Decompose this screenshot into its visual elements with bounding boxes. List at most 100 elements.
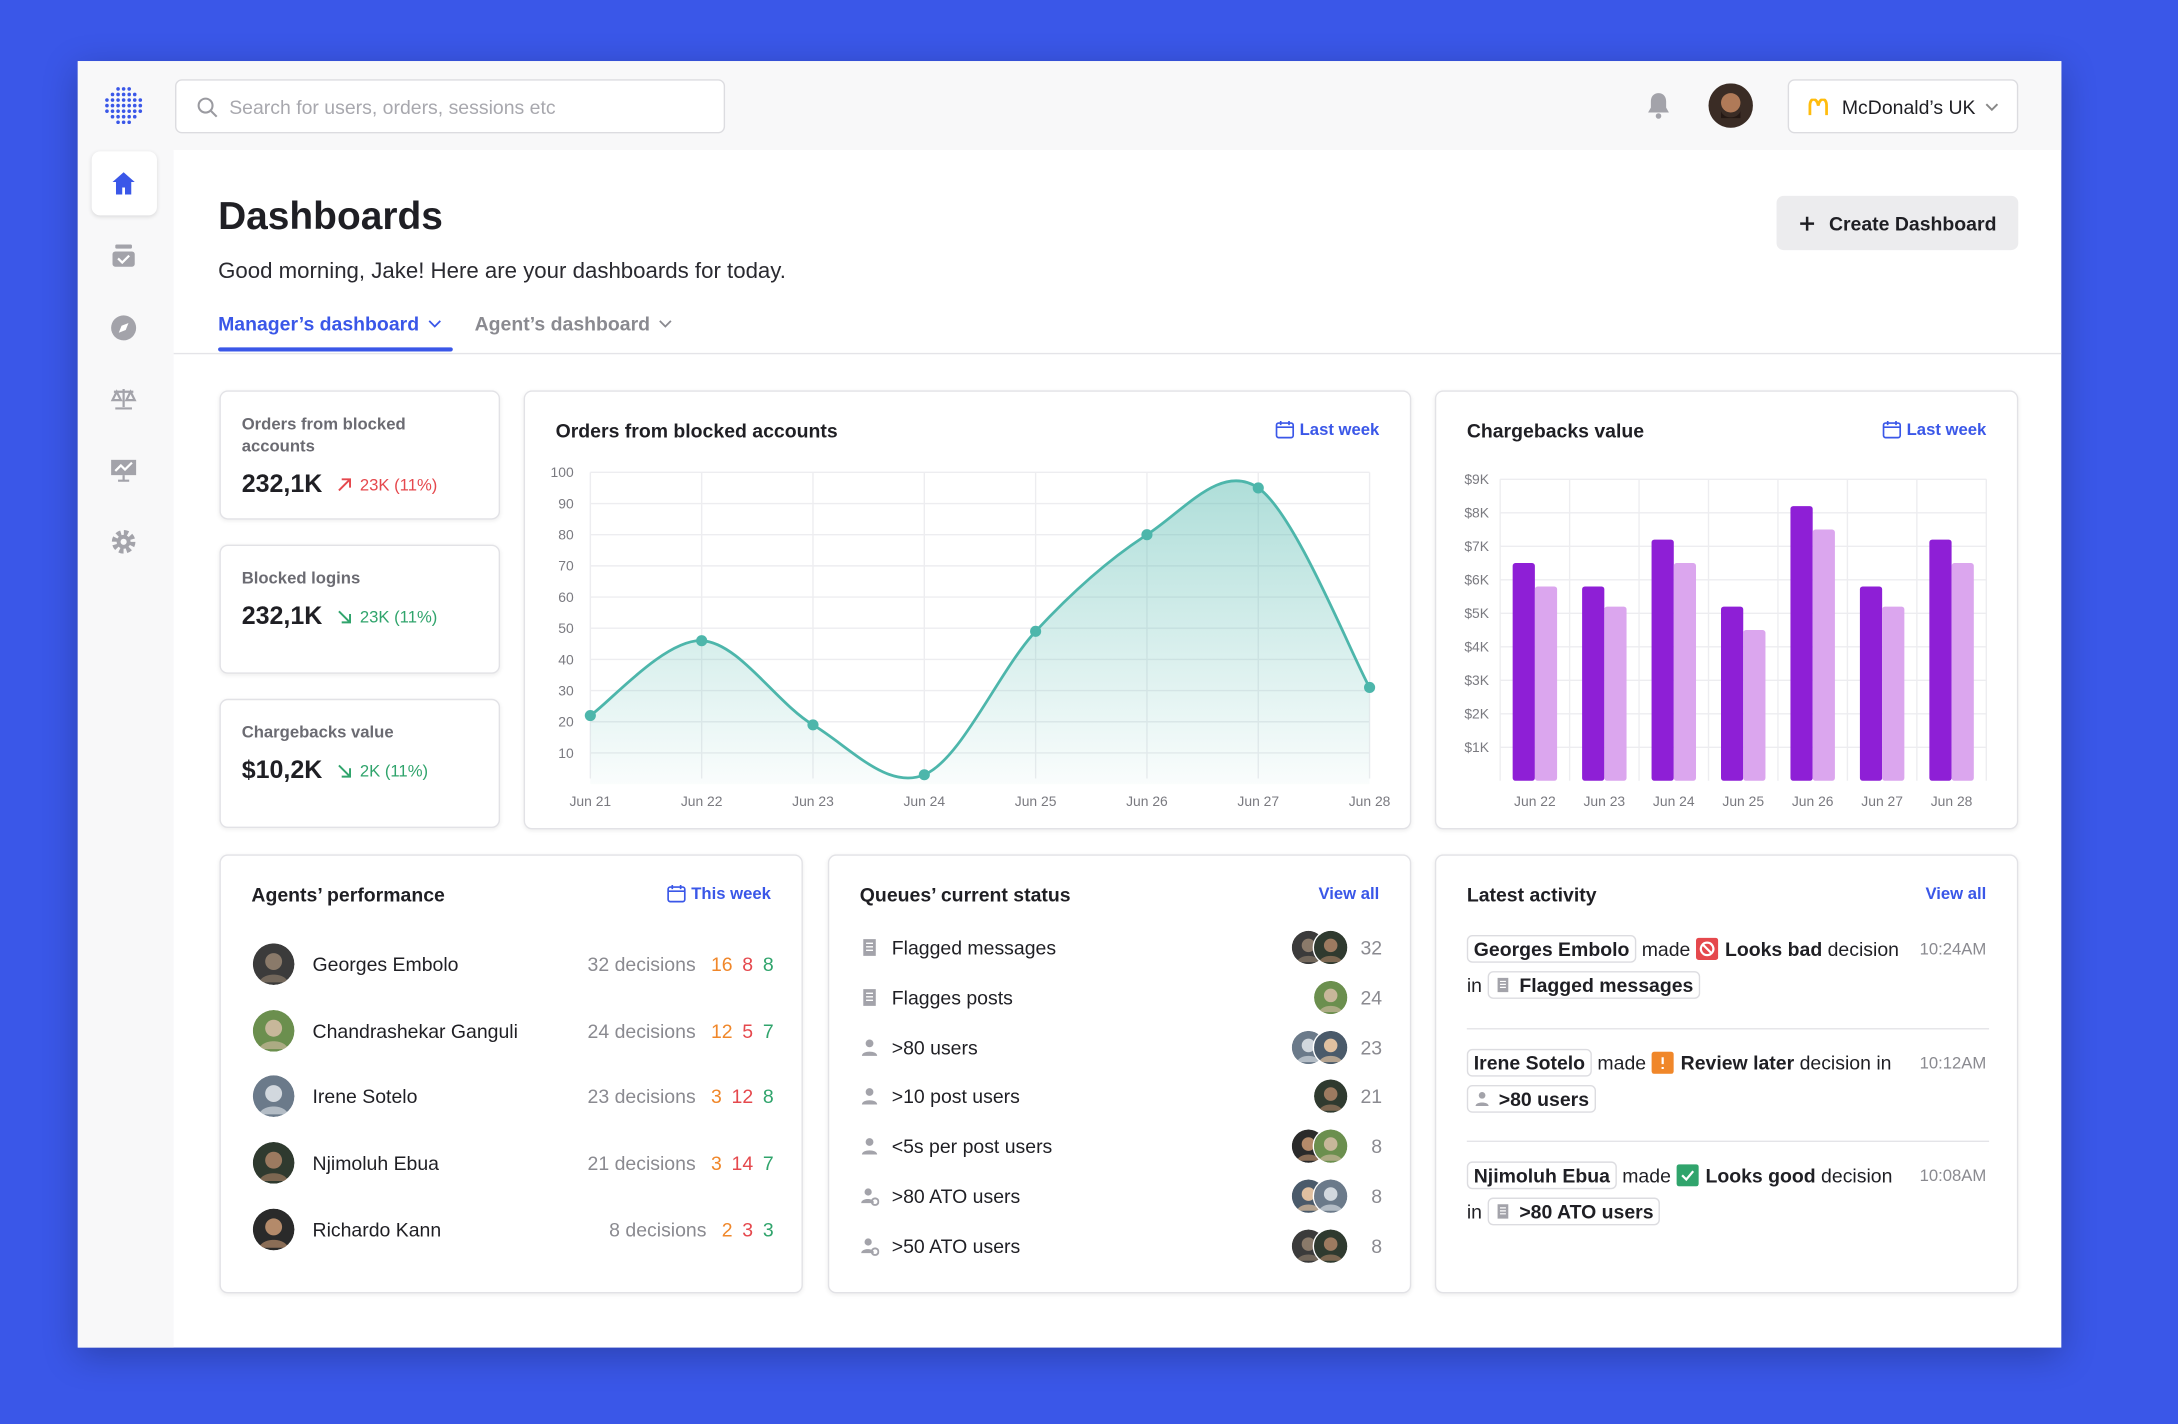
notification-bell[interactable] xyxy=(1646,92,1671,120)
queue-row: >10 post users 21 xyxy=(860,1078,1383,1115)
avatar-body xyxy=(1319,1154,1343,1161)
create-dashboard-button[interactable]: Create Dashboard xyxy=(1776,195,2019,251)
icon-shape xyxy=(864,1238,872,1246)
agent-decisions: 23 decisions xyxy=(587,1085,696,1108)
agent-count: 3 xyxy=(742,1218,754,1241)
logo[interactable] xyxy=(103,85,145,127)
agent-count: 3 xyxy=(710,1151,722,1175)
icon-gear xyxy=(870,1197,880,1206)
activity-verb: made xyxy=(1641,937,1691,960)
chart-title: Orders from blocked accounts xyxy=(555,419,838,442)
avatar-face xyxy=(265,1085,283,1103)
nav-home[interactable] xyxy=(110,169,138,197)
avatar xyxy=(1312,1178,1349,1215)
activity-connector: decision in xyxy=(1466,937,1899,997)
card-link[interactable]: View all xyxy=(1925,884,1986,903)
date-range[interactable]: Last week xyxy=(1275,420,1379,439)
document-icon xyxy=(1497,977,1509,993)
icon-lines xyxy=(1499,980,1506,988)
queue-avatars xyxy=(1312,1078,1349,1115)
queue-name: <5s per post users xyxy=(891,1135,1053,1158)
agent-count: 8 xyxy=(742,953,754,976)
calendar-icon xyxy=(1882,420,1901,439)
chart-title: Chargebacks value xyxy=(1466,419,1645,442)
icon-shape xyxy=(861,1051,878,1056)
agent-count: 3 xyxy=(762,1218,774,1241)
icon-shape xyxy=(861,1199,874,1204)
agent-count: 12 xyxy=(731,1085,754,1108)
avatar-face xyxy=(1301,1038,1316,1052)
logo-dot xyxy=(121,109,126,113)
search-box[interactable]: Search for users, orders, sessions etc xyxy=(175,79,726,134)
queue-name: >80 users xyxy=(891,1035,978,1059)
document-icon xyxy=(1497,1204,1509,1219)
nav-inbox[interactable] xyxy=(110,242,138,270)
avatar xyxy=(1312,979,1349,1016)
activity-text: Irene Sotelo made Review later decision … xyxy=(1466,1044,1905,1116)
logo-dot xyxy=(127,103,131,108)
avatar xyxy=(1312,1128,1349,1165)
agent-row: Njimoluh Ebua 21 decisions 3 14 7 xyxy=(251,1140,774,1186)
activity-card: Latest activity View all Georges Embolo ma… xyxy=(1434,854,2019,1294)
search-placeholder: Search for users, orders, sessions etc xyxy=(229,95,556,118)
avatar-body xyxy=(1319,955,1343,963)
organization-switcher[interactable]: McDonald’s UK xyxy=(1787,79,2019,134)
queue-row: >50 ATO users 8 xyxy=(860,1227,1382,1264)
icon-shape xyxy=(861,1150,878,1155)
activity-queue: Flagged messages xyxy=(1487,971,1701,999)
user-avatar[interactable] xyxy=(1708,83,1753,128)
calendar-icon xyxy=(666,884,686,903)
trend-arrow xyxy=(338,609,352,623)
icon-shape xyxy=(666,886,686,903)
logo-dot xyxy=(132,114,137,119)
queue-name: Flagges posts xyxy=(891,986,1013,1009)
queue-row: Flagges posts 24 xyxy=(860,979,1382,1016)
logo-dot xyxy=(121,114,126,119)
icon-lines xyxy=(866,942,874,951)
logo-dot xyxy=(121,87,126,91)
nav-settings[interactable] xyxy=(110,528,138,556)
icon-shape xyxy=(861,1248,874,1253)
queue-count: 8 xyxy=(1371,1185,1383,1208)
button-label: Create Dashboard xyxy=(1828,211,1997,235)
avatar-body xyxy=(259,1239,288,1248)
tab[interactable]: Manager’s dashboard xyxy=(218,313,453,352)
activity-time: 10:24AM xyxy=(1919,939,1987,959)
card-link[interactable]: This week xyxy=(666,884,771,903)
nav-rules[interactable] xyxy=(110,385,138,413)
user-icon xyxy=(861,1088,878,1106)
icon-shape xyxy=(1478,1091,1486,1098)
queue-count: 21 xyxy=(1360,1085,1383,1108)
nav-explore[interactable] xyxy=(110,314,138,342)
stat-change: 23K (11%) xyxy=(359,474,438,494)
agent-name: Irene Sotelo xyxy=(312,1085,418,1108)
icon-lines xyxy=(1883,420,1900,429)
tab[interactable]: Agent’s dashboard xyxy=(475,313,673,335)
user-gear-icon xyxy=(861,1188,880,1206)
separator xyxy=(1466,1027,1990,1029)
avatar-body xyxy=(1319,1254,1343,1261)
agent-count: 2 xyxy=(721,1218,733,1241)
avatar-body xyxy=(1297,1254,1320,1261)
queue-row: >80 users 23 xyxy=(860,1028,1382,1066)
card-title: Agents’ performance xyxy=(251,883,445,906)
agent-count: 5 xyxy=(742,1019,754,1042)
avatar-face xyxy=(1323,938,1338,953)
avatar-face xyxy=(1301,1137,1316,1152)
agent-name: Richardo Kann xyxy=(312,1218,442,1241)
agent-row: Georges Embolo 32 decisions 16 8 8 xyxy=(251,941,774,987)
nav-reports[interactable] xyxy=(110,456,138,484)
avatar-face xyxy=(265,1019,283,1037)
org-logo xyxy=(1808,97,1828,115)
chevron xyxy=(428,320,441,328)
card-link-label: View all xyxy=(1318,883,1380,904)
activity-status: Review later xyxy=(1651,1050,1794,1074)
date-range[interactable]: Last week xyxy=(1882,420,1986,439)
card-link[interactable]: View all xyxy=(1318,884,1379,903)
stat-card: Orders from blocked accounts 232,1K 23K (1… xyxy=(219,390,501,520)
agent-decisions: 21 decisions xyxy=(587,1151,696,1175)
logo-dot xyxy=(110,103,115,108)
agent-name: Georges Embolo xyxy=(312,953,459,976)
icon-shape xyxy=(865,1138,874,1147)
